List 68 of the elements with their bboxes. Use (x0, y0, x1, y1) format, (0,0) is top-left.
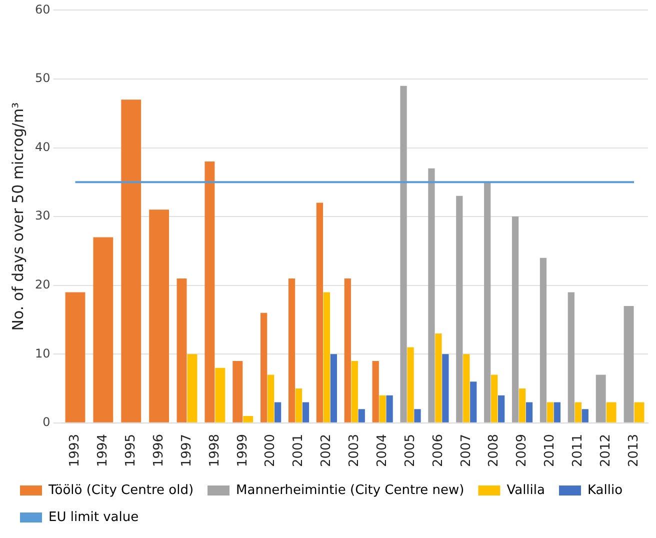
x-tick-label: 1999 (235, 434, 250, 468)
x-tick-label: 2010 (542, 434, 558, 468)
bar (204, 162, 215, 422)
bar (268, 374, 274, 422)
x-tick-label: 2009 (514, 434, 530, 468)
y-axis-title: No. of days over 50 microg/m³ (8, 102, 27, 331)
x-tick-label: 2002 (319, 434, 334, 468)
x-tick-label: 2000 (263, 434, 278, 468)
bar (295, 388, 302, 422)
bar (491, 374, 498, 422)
bar (358, 409, 365, 422)
x-tick-label: 1993 (68, 434, 83, 468)
bar (568, 292, 574, 422)
x-tick-label: 1996 (151, 434, 166, 468)
legend-label: EU limit value (48, 510, 139, 525)
bar (526, 402, 533, 422)
bar (400, 86, 407, 422)
bar (498, 395, 505, 422)
bar (330, 354, 337, 422)
y-tick-label: 10 (34, 346, 50, 360)
bar (232, 361, 243, 422)
x-tick-label: 2011 (570, 434, 586, 468)
x-tick-label: 2004 (374, 434, 390, 468)
bar (582, 409, 588, 422)
bar (302, 402, 310, 422)
legend-label: Töölö (City Centre old) (48, 482, 194, 498)
bar (518, 388, 526, 422)
bar (351, 361, 358, 422)
y-tick-label: 50 (34, 71, 50, 86)
x-tick-label: 1995 (123, 434, 138, 468)
x-tick-label: 2001 (291, 434, 306, 468)
bar (442, 354, 449, 422)
bar (379, 395, 386, 422)
y-tick-label: 0 (42, 415, 50, 430)
bar (435, 333, 442, 422)
bar (470, 382, 477, 422)
bar (274, 402, 282, 422)
x-tick-label: 2013 (626, 434, 642, 468)
bar (540, 258, 547, 422)
y-tick-label: 30 (34, 208, 50, 223)
bar (546, 402, 554, 422)
x-tick-label: 2005 (402, 434, 418, 468)
y-tick-label: 60 (34, 2, 50, 16)
bar (407, 347, 414, 422)
bar (176, 278, 187, 422)
x-tick-label: 1994 (96, 434, 111, 468)
y-tick-label: 20 (34, 277, 50, 292)
bar (512, 216, 519, 422)
x-tick-label: 1997 (179, 434, 194, 468)
x-tick-label: 2003 (347, 434, 362, 468)
legend-label: Vallila (506, 482, 545, 498)
bar (456, 196, 463, 422)
legend-label: Kallio (587, 482, 623, 498)
legend-label: Mannerheimintie (City Centre new) (236, 482, 464, 498)
bar (463, 354, 470, 422)
bar (323, 292, 330, 422)
bar (428, 168, 435, 422)
x-tick-label: 2008 (486, 434, 502, 468)
bar (554, 402, 561, 422)
x-tick-label: 2007 (458, 434, 474, 468)
bar (414, 409, 421, 422)
x-tick-label: 1998 (207, 434, 222, 468)
bar (484, 182, 491, 422)
x-tick-label: 2006 (430, 434, 446, 468)
bar (386, 395, 393, 422)
x-tick-label: 2012 (598, 434, 614, 468)
y-tick-label: 40 (34, 140, 50, 154)
bar (574, 402, 582, 422)
